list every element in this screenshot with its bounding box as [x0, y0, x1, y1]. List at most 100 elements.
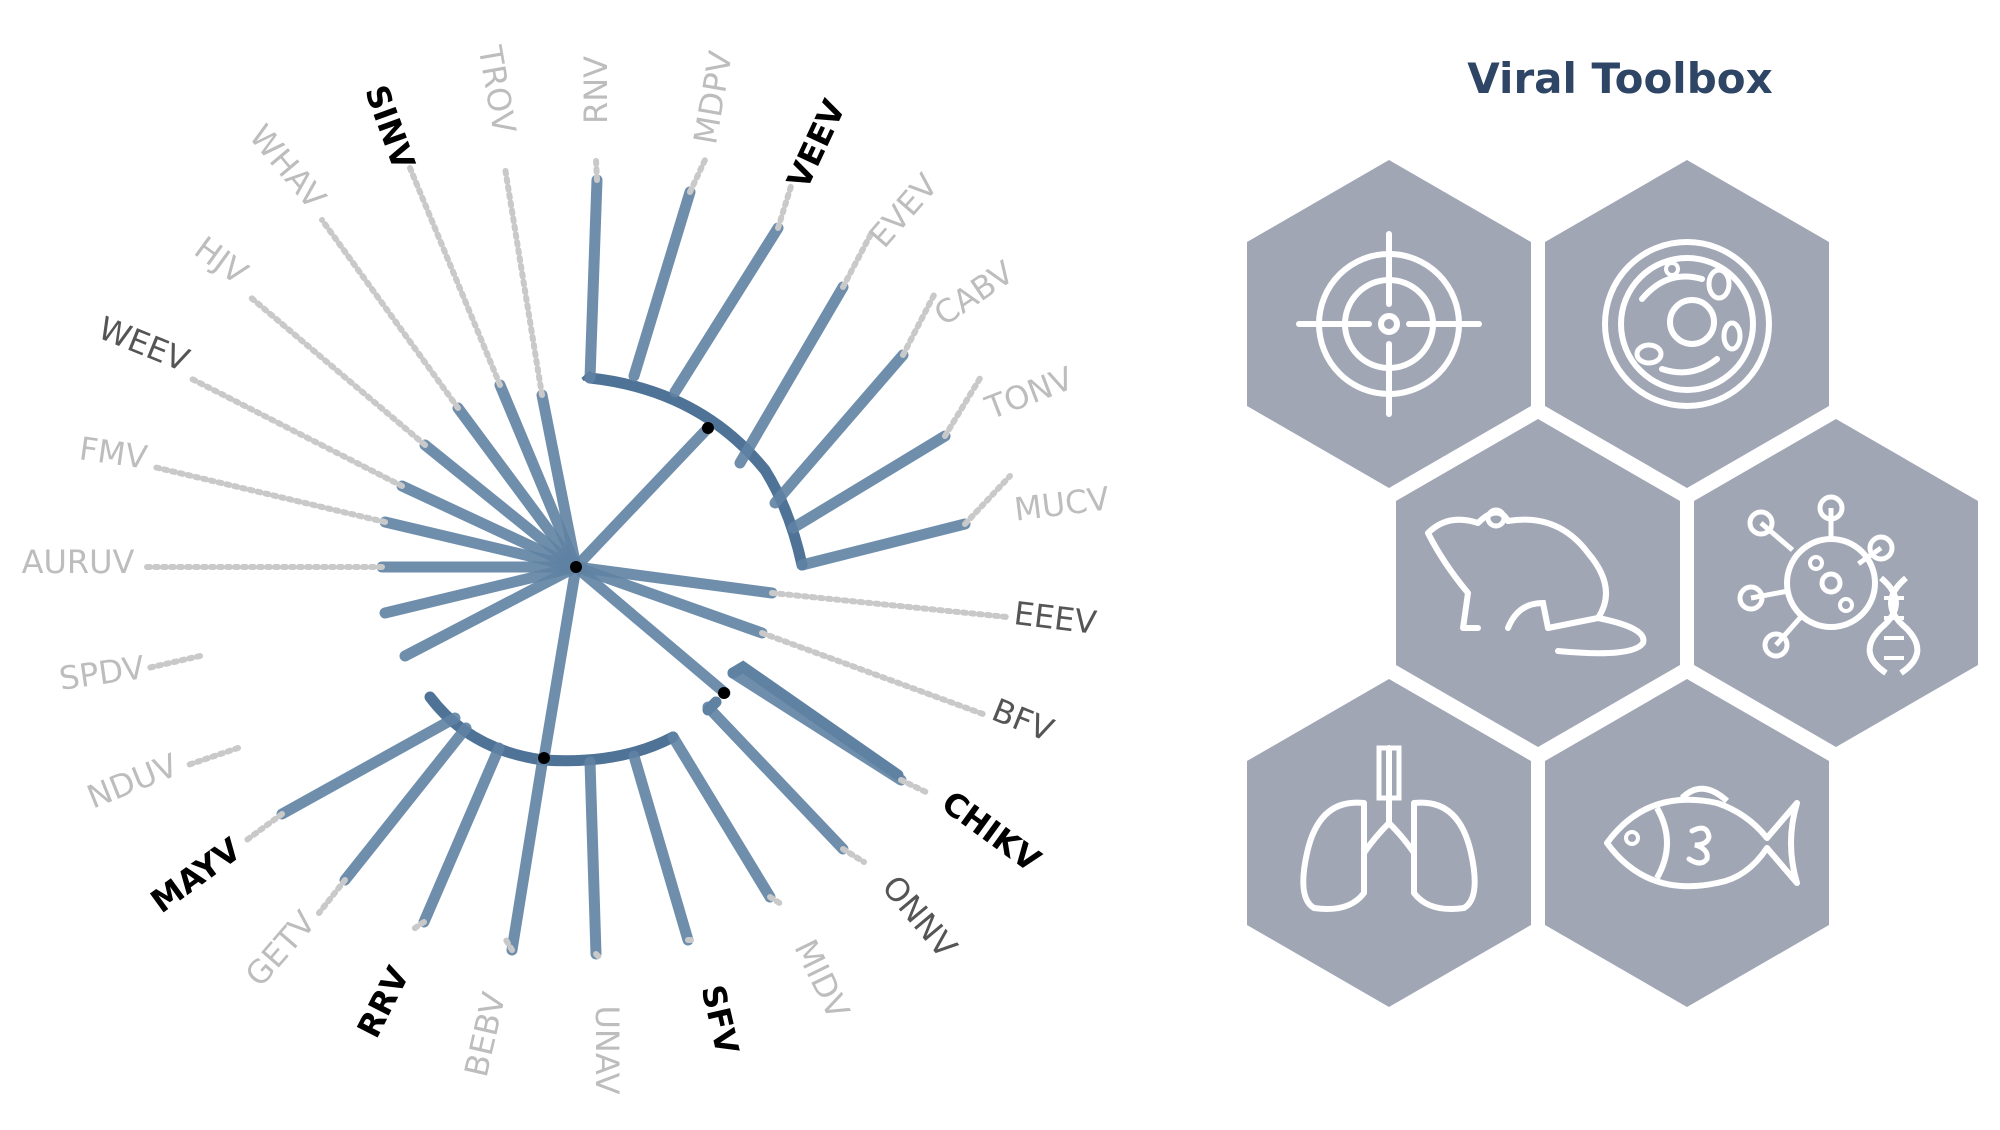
toolbox-title: Viral Toolbox: [1467, 54, 1773, 103]
hex-tile-cell[interactable]: [1545, 160, 1829, 488]
tree-leaders: [142, 157, 1013, 961]
taxon-label-mdpv: MDPV: [686, 48, 740, 147]
tree-node-dot: [702, 422, 714, 434]
tree-leader-line: [185, 745, 241, 768]
tree-branch: [536, 389, 582, 573]
tree-leader-line: [151, 464, 388, 525]
taxon-label-bebv: BEBV: [457, 989, 513, 1081]
tree-leader-line: [246, 293, 428, 448]
tree-branch: [276, 712, 461, 820]
tree-leader-line: [593, 951, 603, 961]
tree-leader-line: [898, 777, 931, 796]
tree-branch: [419, 439, 582, 573]
taxon-label-eeev: EEEV: [1012, 594, 1099, 642]
taxon-label-veev: VEEV: [779, 94, 853, 195]
tree-branch: [769, 349, 909, 509]
tree-branches: [276, 174, 971, 960]
taxon-label-weev: WEEV: [93, 309, 194, 379]
tree-branch: [494, 379, 582, 573]
taxon-label-cabv: CABV: [927, 253, 1021, 333]
target-icon: [1296, 231, 1482, 417]
tree-branch: [399, 561, 582, 662]
lungs-icon: [1300, 745, 1478, 912]
hex-tile-mouse[interactable]: [1396, 419, 1680, 747]
taxon-label-mucv: MUCV: [1012, 479, 1111, 528]
hex-tile-background: [1694, 419, 1978, 747]
tree-branch: [570, 561, 731, 699]
tree-branch: [396, 480, 582, 573]
tree-branch: [628, 750, 694, 946]
tree-node-dot: [570, 561, 582, 573]
taxon-label-sfv: SFV: [694, 981, 747, 1058]
tree-leader-line: [840, 846, 867, 865]
taxon-label-tonv: TONV: [979, 359, 1078, 427]
tree-branch: [628, 186, 696, 382]
hex-tile-background: [1545, 679, 1829, 1007]
tree-leader-line: [145, 653, 203, 671]
hex-tile-virus-dna[interactable]: [1694, 419, 1978, 747]
hex-tile-background: [1396, 419, 1680, 747]
tree-leader-line: [187, 375, 405, 489]
hex-tile-lungs[interactable]: [1247, 679, 1531, 1007]
tree-branch: [418, 742, 505, 928]
taxon-label-fmv: FMV: [77, 429, 150, 476]
tree-branch: [570, 422, 714, 573]
tree-branch: [538, 561, 582, 764]
tree-leader-line: [409, 919, 427, 933]
taxon-label-bfv: BFV: [987, 691, 1059, 750]
tree-branch: [570, 561, 768, 639]
tree-leader-line: [241, 811, 285, 845]
hex-tile-fish[interactable]: [1545, 679, 1829, 1007]
tree-leader-line: [319, 217, 461, 411]
fish-icon: [1604, 785, 1800, 890]
tree-branch: [452, 402, 582, 573]
taxon-label-onnv: ONNV: [874, 868, 964, 965]
tree-branch: [339, 722, 472, 886]
tree-leader-line: [767, 894, 784, 907]
tree-leader-line: [503, 937, 515, 953]
tree-branch: [796, 518, 971, 571]
tree-branch: [570, 561, 778, 599]
taxon-label-unav: UNAV: [588, 1005, 626, 1094]
taxon-label-midv: MIDV: [787, 933, 858, 1024]
tree-branch: [727, 667, 907, 786]
taxon-label-getv: GETV: [238, 904, 323, 994]
taxon-label-trov: TROV: [470, 42, 523, 137]
tree-branch: [506, 752, 549, 956]
taxon-label-nduv: NDUV: [82, 746, 183, 816]
tree-node-dot: [718, 687, 730, 699]
tree-branch: [669, 222, 784, 398]
taxon-label-hjv: HJV: [188, 229, 255, 292]
tree-branch: [584, 174, 603, 384]
tree-leader-line: [769, 590, 1010, 620]
tree-branch: [702, 701, 849, 855]
mouse-icon: [1425, 507, 1647, 657]
tree-node-dot: [538, 752, 550, 764]
tree-leader-line: [316, 877, 348, 916]
tree-leader-line: [593, 157, 600, 183]
taxon-label-auruv: AURUV: [22, 543, 135, 581]
tree-leader-line: [407, 165, 503, 388]
tree-branch: [667, 731, 776, 903]
hex-tile-background: [1545, 160, 1829, 488]
hex-tile-target[interactable]: [1247, 160, 1531, 488]
taxon-label-rnv: RNV: [577, 56, 615, 124]
tree-leader-line: [900, 292, 937, 358]
virus-dna-icon: [1737, 494, 1921, 676]
tree-leader-line: [840, 229, 875, 290]
taxon-label-evev: EVEV: [862, 166, 946, 255]
taxon-label-spdv: SPDV: [57, 648, 147, 698]
tree-leader-line: [942, 372, 985, 439]
taxon-label-whav: WHAV: [242, 117, 334, 216]
tree-branch: [787, 430, 951, 534]
hex-tile-background: [1247, 679, 1531, 1007]
tree-leader-line: [962, 473, 1013, 527]
taxon-label-mayv: MAYV: [144, 830, 249, 921]
taxon-label-rrv: RRV: [349, 960, 417, 1043]
tree-leader-line: [687, 157, 708, 195]
tree-leader-line: [775, 180, 795, 231]
tree-branch: [584, 756, 602, 960]
cell-icon: [1602, 239, 1772, 409]
